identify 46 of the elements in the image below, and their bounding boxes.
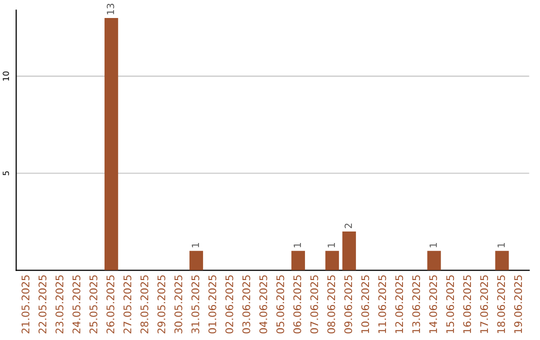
x-tick-label: 06.06.2025 (293, 275, 302, 334)
bar (495, 250, 509, 270)
x-tick-label: 10.06.2025 (361, 275, 370, 333)
x-tick-label: 16.06.2025 (463, 275, 472, 333)
bar (189, 250, 204, 270)
x-tick-label: 22.05.2025 (38, 275, 46, 334)
y-tick-label: 10 (2, 71, 10, 81)
bar (291, 250, 305, 270)
x-tick-label: 31.05.2025 (191, 275, 200, 334)
x-tick-label: 28.05.2025 (140, 275, 148, 334)
data-label: 1 (498, 243, 505, 248)
y-tick-label: 5 (2, 171, 10, 176)
x-tick-label: 18.06.2025 (497, 275, 506, 333)
x-tick-label: 21.05.2025 (22, 275, 30, 334)
data-label: 1 (192, 243, 199, 248)
x-tick-label: 27.05.2025 (123, 275, 132, 334)
x-tick-label: 02.06.2025 (225, 275, 234, 334)
data-label: 2 (344, 224, 352, 228)
x-tick-label: 24.05.2025 (72, 275, 80, 334)
x-tick-label: 14.06.2025 (429, 275, 438, 333)
x-tick-label: 15.06.2025 (446, 275, 454, 333)
x-tick-label: 12.06.2025 (395, 275, 404, 333)
data-label: 1 (430, 243, 437, 248)
bar (325, 250, 339, 270)
x-tick-label: 13.06.2025 (412, 275, 420, 333)
x-tick-label: 01.06.2025 (208, 275, 216, 334)
bar (427, 250, 441, 270)
x-tick-label: 11.06.2025 (378, 275, 386, 333)
data-label: 13 (106, 4, 114, 14)
x-tick-label: 23.05.2025 (56, 275, 64, 334)
data-label: 1 (294, 243, 301, 248)
x-tick-label: 25.05.2025 (89, 275, 98, 334)
x-tick-label: 07.06.2025 (310, 275, 318, 334)
x-tick-label: 04.06.2025 (259, 275, 268, 334)
x-tick-label: 03.06.2025 (242, 275, 250, 334)
x-tick-label: 17.06.2025 (480, 275, 488, 333)
x-tick-label: 09.06.2025 (344, 275, 352, 334)
bar (104, 18, 118, 270)
x-tick-label: 30.05.2025 (174, 275, 182, 334)
x-tick-label: 08.06.2025 (327, 275, 336, 334)
data-label: 1 (328, 243, 335, 248)
x-tick-label: 19.06.2025 (514, 275, 522, 333)
x-tick-label: 29.05.2025 (157, 275, 166, 334)
bar (342, 231, 356, 270)
x-tick-label: 26.05.2025 (106, 275, 114, 334)
x-tick-label: 05.06.2025 (276, 275, 284, 334)
